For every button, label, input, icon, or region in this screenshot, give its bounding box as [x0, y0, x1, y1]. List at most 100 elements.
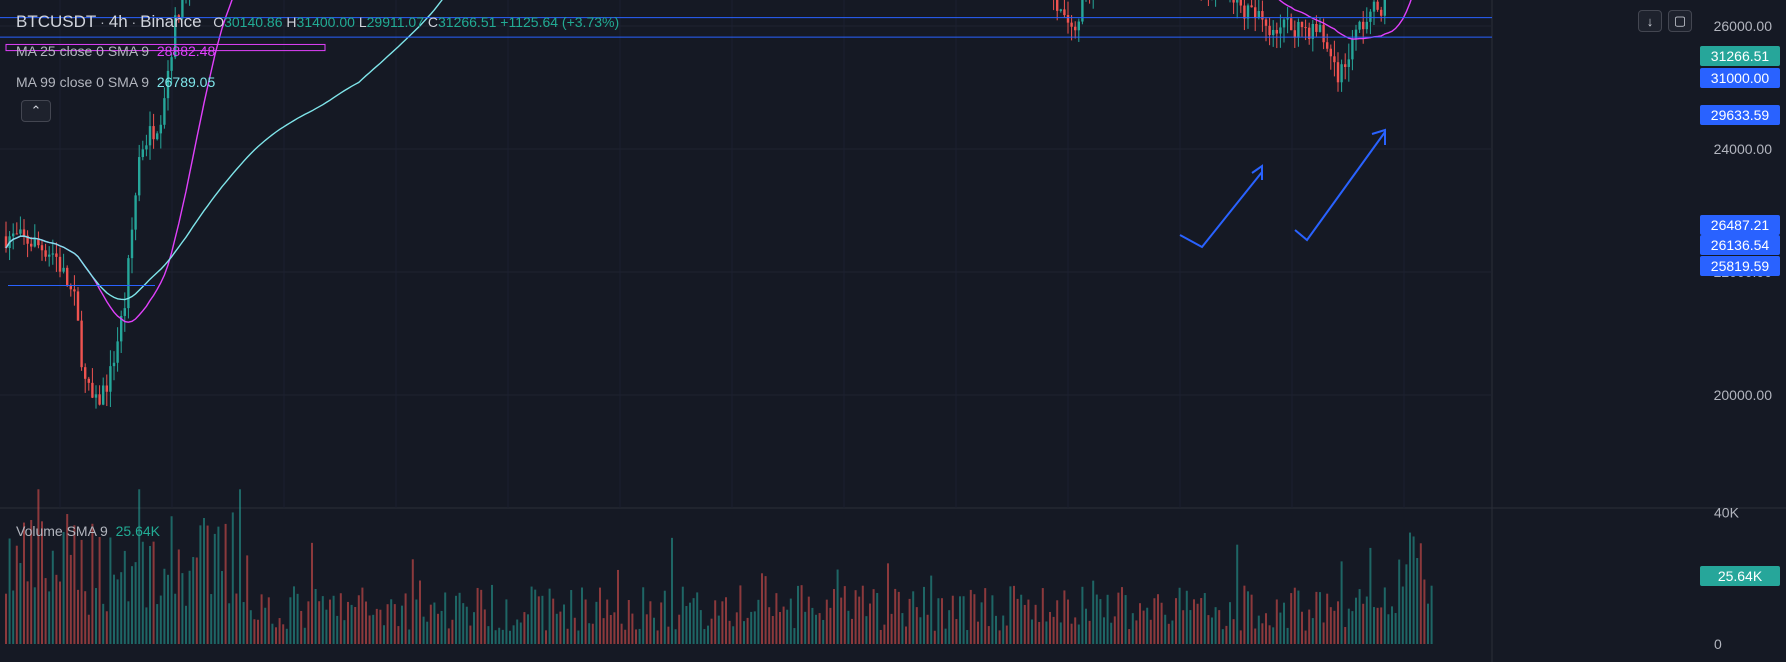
candle-body — [1329, 48, 1332, 57]
volume-bar — [818, 613, 821, 644]
volume-bar — [829, 607, 832, 644]
volume-bar — [33, 587, 36, 644]
volume-bar — [534, 589, 537, 644]
volume-bar — [267, 597, 270, 644]
ma25-line — [5, 0, 1412, 323]
symbol-name[interactable]: BTCUSDT — [16, 12, 97, 31]
volume-bar — [1326, 593, 1329, 644]
volume-bar — [854, 590, 857, 644]
volume-bar — [811, 607, 814, 644]
candle-body — [22, 229, 26, 236]
candle-body — [91, 382, 94, 398]
volume-bar — [1340, 561, 1343, 644]
volume-bar — [487, 626, 490, 644]
volume-bar — [494, 630, 497, 644]
current-price-tag: 31266.51 — [1700, 46, 1780, 66]
volume-bar — [440, 610, 443, 644]
volume-bar — [1286, 627, 1289, 644]
volume-bar — [552, 598, 555, 644]
volume-bar — [696, 592, 699, 644]
volume-bar — [188, 570, 191, 644]
volume-bar — [51, 550, 54, 644]
volume-bar — [1041, 588, 1044, 644]
volume-bar — [1329, 607, 1332, 644]
volume-bar — [44, 578, 47, 644]
volume-bar — [1038, 621, 1041, 644]
volume-bar — [257, 619, 259, 644]
volume-bar — [753, 611, 756, 644]
candle-body — [1268, 25, 1271, 36]
volume-bar — [210, 594, 213, 644]
collapse-indicators-button[interactable]: ⌃ — [21, 100, 51, 122]
volume-bar — [1009, 586, 1012, 644]
volume-bar — [566, 628, 569, 644]
exchange-label: Binance — [140, 12, 202, 31]
volume-bar — [235, 593, 238, 644]
volume-bar — [951, 595, 954, 644]
level-tag-1: 31000.00 — [1700, 68, 1780, 88]
ma99-legend[interactable]: MA 99 close 0 SMA 9 26789.05 — [16, 74, 215, 90]
volume-bar — [271, 623, 274, 644]
candle-body — [123, 308, 126, 316]
level-tag-5: 25819.59 — [1700, 256, 1780, 276]
volume-bar — [645, 614, 648, 644]
volume-bar — [555, 613, 558, 644]
volume-bar — [757, 599, 760, 644]
projection-path — [1179, 171, 1263, 249]
volume-bar — [105, 611, 108, 644]
volume-bar — [836, 569, 839, 644]
volume-bar — [1099, 599, 1102, 644]
volume-bar — [631, 613, 634, 644]
volume-bar — [84, 591, 87, 644]
volume-bar — [797, 585, 799, 644]
volume-bar — [789, 598, 792, 644]
candle-body — [76, 291, 80, 321]
volume-bar — [127, 601, 130, 644]
volume-bar — [1398, 559, 1401, 644]
volume-bar — [102, 603, 105, 644]
candle-body — [1362, 21, 1365, 30]
volume-bar — [750, 611, 753, 644]
volume-bar — [15, 545, 18, 644]
volume-bar — [141, 541, 144, 644]
candle-body — [1383, 0, 1386, 16]
volume-bar — [23, 522, 25, 644]
volume-bar — [1358, 589, 1361, 644]
candle-body — [102, 385, 105, 405]
volume-bar — [559, 611, 562, 644]
candle-body — [166, 70, 170, 99]
candle-body — [1282, 19, 1286, 28]
scroll-to-latest-button[interactable]: ↓ — [1638, 10, 1662, 32]
candle-body — [1059, 9, 1062, 11]
candle-body — [1351, 38, 1354, 60]
volume-bar — [1027, 599, 1030, 644]
volume-bar — [573, 617, 576, 644]
volume-bar — [300, 610, 303, 644]
volume-bar — [591, 623, 594, 644]
volume-bar — [1297, 590, 1300, 644]
candle-body — [1376, 1, 1379, 10]
volume-bar — [908, 598, 911, 644]
volume-bar — [516, 619, 519, 644]
volume-bar — [458, 592, 461, 644]
candle-body — [1250, 5, 1253, 8]
ma25-legend[interactable]: MA 25 close 0 SMA 9 28882.48 — [16, 43, 215, 59]
volume-bar — [433, 602, 436, 644]
volume-bar — [671, 537, 673, 644]
volume-bar — [1315, 591, 1318, 644]
volume-bar — [764, 576, 767, 644]
candle-body — [84, 367, 87, 379]
candle-body — [1272, 29, 1275, 36]
volume-bar — [1405, 564, 1408, 644]
volume-bar — [793, 628, 796, 644]
fullscreen-button[interactable]: ▢ — [1668, 10, 1692, 32]
candle-body — [1344, 64, 1347, 67]
volume-bar — [393, 604, 396, 644]
volume-legend[interactable]: Volume SMA 9 25.64K — [16, 523, 160, 539]
interval-label[interactable]: 4h — [108, 12, 128, 31]
candle-body — [130, 229, 134, 259]
level-tag-4: 26136.54 — [1700, 235, 1780, 255]
volume-bar — [897, 591, 900, 644]
